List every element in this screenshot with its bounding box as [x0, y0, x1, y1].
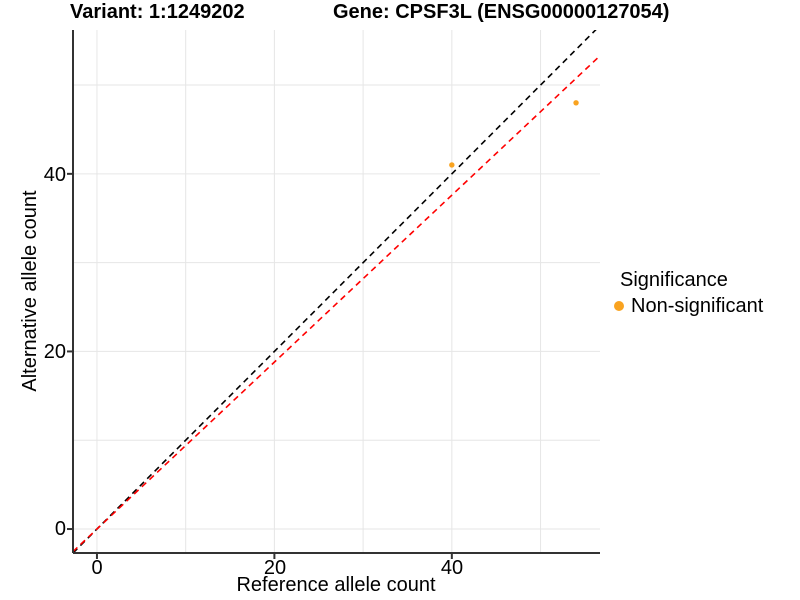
y-tick-label-20: 20 — [43, 341, 66, 363]
legend-point-icon — [614, 301, 624, 311]
x-tick-label-0: 0 — [91, 557, 103, 579]
y-tick-label-0: 0 — [54, 518, 66, 540]
identity-line — [73, 30, 597, 553]
x-tick-label-40: 40 — [440, 557, 464, 579]
data-point — [573, 100, 579, 106]
x-tick-label-20: 20 — [263, 557, 287, 579]
plot-title-variant: Variant: 1:1249202 — [70, 1, 245, 23]
data-point — [449, 162, 455, 168]
y-tick-label-40: 40 — [43, 164, 66, 186]
legend-title: Significance — [620, 269, 728, 291]
plot-title-gene: Gene: CPSF3L (ENSG00000127054) — [333, 1, 670, 23]
expected-line — [73, 55, 600, 553]
y-axis-title: Alternative allele count — [19, 190, 41, 392]
legend: Significance Non-significant — [614, 268, 763, 318]
legend-item-label: Non-significant — [631, 295, 764, 317]
legend-item-non-significant: Non-significant — [614, 294, 763, 318]
x-axis-title: Reference allele count — [236, 574, 436, 596]
